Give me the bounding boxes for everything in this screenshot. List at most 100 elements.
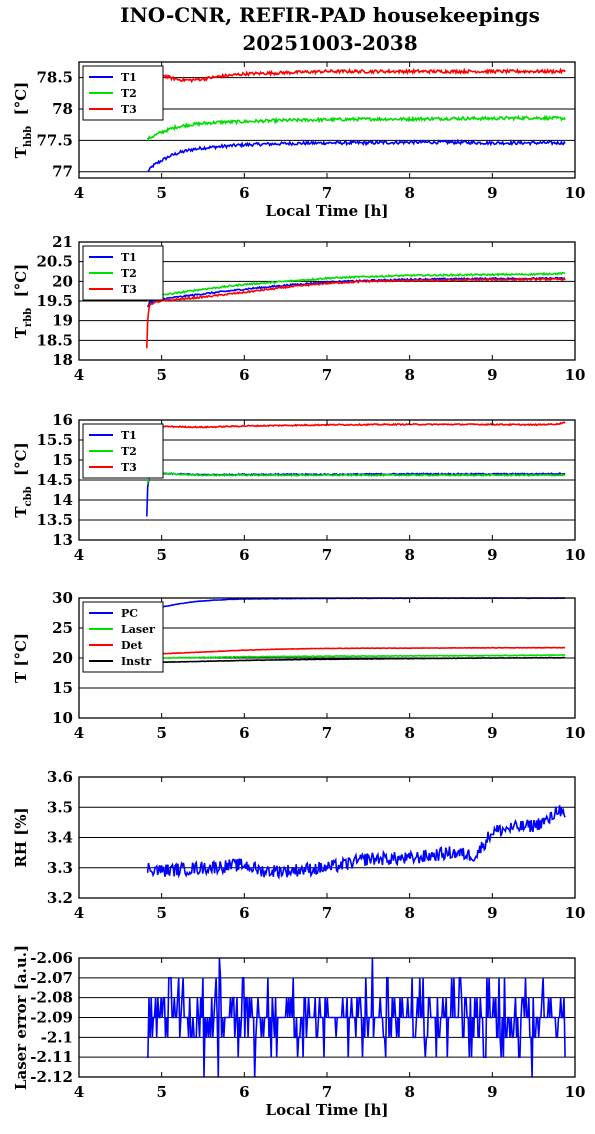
x-tick-label: 9 <box>487 1083 497 1101</box>
x-tick-label: 10 <box>565 546 586 564</box>
x-axis-label: Local Time [h] <box>266 1101 389 1119</box>
x-tick-label: 7 <box>322 184 332 202</box>
y-tick-label: 3.3 <box>47 859 73 877</box>
x-tick-label: 6 <box>239 1083 249 1101</box>
x-tick-label: 10 <box>565 904 586 922</box>
x-tick-label: 8 <box>404 1083 414 1101</box>
x-tick-label: 4 <box>74 184 84 202</box>
y-tick-label: 13.5 <box>36 511 73 529</box>
legend-label: PC <box>121 607 138 620</box>
y-axis-label: Tcbb [°C] <box>12 442 34 517</box>
y-tick-label: 18 <box>52 351 73 369</box>
x-tick-label: 6 <box>239 366 249 384</box>
legend-label: T2 <box>121 445 137 458</box>
legend-label: T1 <box>121 251 137 264</box>
x-tick-label: 5 <box>156 904 166 922</box>
y-tick-label: -2.11 <box>30 1048 73 1066</box>
x-tick-label: 9 <box>487 366 497 384</box>
y-tick-label: 3.2 <box>47 889 73 907</box>
y-tick-label: -2.12 <box>30 1068 73 1086</box>
x-tick-label: 7 <box>322 366 332 384</box>
y-tick-label: 77.5 <box>36 131 73 149</box>
series-line-data <box>146 957 566 1078</box>
x-tick-label: 9 <box>487 184 497 202</box>
series-line-t2 <box>146 271 566 302</box>
x-tick-label: 10 <box>565 1083 586 1101</box>
x-tick-label: 7 <box>322 1083 332 1101</box>
panel-6: -2.12 -2.11 -2.1-2.09 -2.08 -2.07 -2.06 4 5 6 7 8 9… <box>12 945 585 1119</box>
x-tick-label: 5 <box>156 1083 166 1101</box>
series-line-t2 <box>146 470 566 485</box>
series-line-laser <box>147 653 566 660</box>
legend: PC Laser Det Instr <box>82 601 164 673</box>
y-tick-label: 77 <box>52 163 73 181</box>
legend-label: T3 <box>121 461 137 474</box>
series-line-t3 <box>146 277 566 349</box>
x-tick-label: 4 <box>74 546 84 564</box>
x-tick-label: 9 <box>487 724 497 742</box>
y-tick-label: 21 <box>52 233 73 251</box>
x-tick-label: 6 <box>239 546 249 564</box>
y-tick-label: -2.09 <box>30 1009 73 1027</box>
y-tick-label: 78.5 <box>36 69 73 87</box>
x-tick-label: 10 <box>565 724 586 742</box>
x-tick-label: 8 <box>404 546 414 564</box>
series-line-det <box>147 646 566 656</box>
legend-label: Instr <box>121 655 151 668</box>
x-tick-label: 5 <box>156 546 166 564</box>
series-line-t3 <box>147 421 566 429</box>
x-tick-label: 4 <box>74 366 84 384</box>
x-tick-label: 4 <box>74 904 84 922</box>
y-tick-label: -2.1 <box>41 1028 73 1046</box>
legend-label: T2 <box>121 87 137 100</box>
series-line-instr <box>147 656 566 664</box>
series-line-t3 <box>146 67 566 91</box>
x-tick-label: 4 <box>74 1083 84 1101</box>
x-tick-label: 7 <box>322 904 332 922</box>
legend-label: T2 <box>121 267 137 280</box>
figure-title-line1: INO-CNR, REFIR-PAD housekeepings <box>120 3 540 27</box>
y-axis-label: T [°C] <box>12 633 30 683</box>
y-tick-label: 15 <box>52 451 73 469</box>
y-tick-label: 3.4 <box>47 829 73 847</box>
y-tick-label: 25 <box>52 619 73 637</box>
y-tick-label: 16 <box>52 411 73 429</box>
legend: T1 T2 T3 <box>82 423 164 479</box>
x-tick-label: 9 <box>487 546 497 564</box>
x-tick-label: 8 <box>404 904 414 922</box>
series-line-data <box>146 805 566 880</box>
y-tick-label: 20.5 <box>36 253 73 271</box>
y-tick-label: -2.06 <box>30 949 73 967</box>
y-axis-label: RH [%] <box>12 807 30 867</box>
y-tick-label: 78 <box>52 100 73 118</box>
y-axis-label: Thbb [°C] <box>12 82 34 159</box>
x-tick-label: 4 <box>74 724 84 742</box>
y-tick-label: 20 <box>52 649 73 667</box>
y-tick-label: 15.5 <box>36 431 73 449</box>
y-tick-label: 13 <box>52 531 73 549</box>
series-line-t1 <box>146 469 566 517</box>
legend-label: T3 <box>121 283 137 296</box>
x-tick-label: 6 <box>239 724 249 742</box>
legend-label: T3 <box>121 103 137 116</box>
y-tick-label: 18.5 <box>36 331 73 349</box>
series-line-t2 <box>146 114 566 142</box>
y-axis-label: Laser error [a.u.] <box>12 945 30 1090</box>
series-line-pc <box>147 597 566 611</box>
y-tick-label: 10 <box>52 709 73 727</box>
panel-5: 3.2 3.3 3.4 3.5 3.6 4 5 6 7 8 9 10 RH [%] <box>12 768 585 922</box>
y-tick-label: 3.6 <box>47 768 73 786</box>
y-tick-label: 14 <box>52 491 73 509</box>
x-tick-label: 6 <box>239 184 249 202</box>
x-tick-label: 5 <box>156 184 166 202</box>
x-tick-label: 10 <box>565 184 586 202</box>
x-tick-label: 8 <box>404 724 414 742</box>
y-tick-label: 20 <box>52 272 73 290</box>
x-tick-label: 7 <box>322 724 332 742</box>
figure-title-line2: 20251003-2038 <box>242 31 417 55</box>
